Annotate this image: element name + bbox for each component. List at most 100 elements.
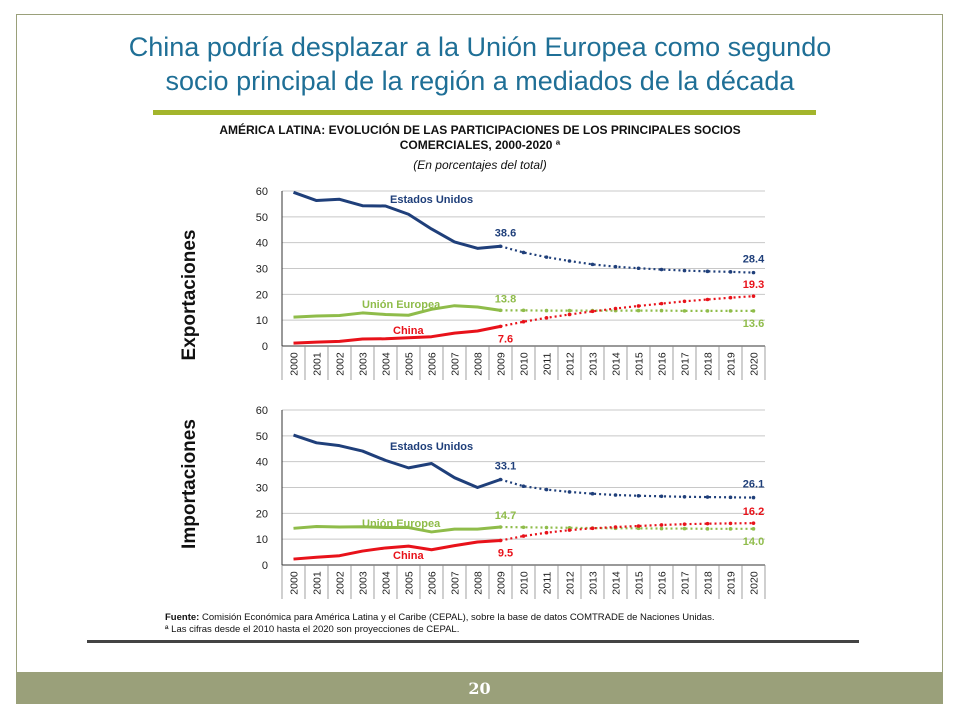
data-label-eu: 13.8 [495, 293, 516, 305]
x-tick-label: 2004 [381, 352, 393, 376]
x-tick-label: 2005 [404, 571, 416, 595]
y-tick-label: 10 [256, 534, 268, 546]
data-point-usa [728, 270, 733, 274]
x-tick-label: 2007 [450, 352, 462, 376]
data-point-usa [705, 495, 710, 499]
data-label-china: 9.5 [498, 547, 513, 559]
y-tick-label: 40 [256, 457, 268, 469]
x-tick-label: 2017 [680, 352, 692, 376]
data-point-china [682, 522, 687, 526]
data-point-china [751, 294, 756, 298]
x-tick-label: 2004 [381, 571, 393, 595]
data-point-eu [636, 308, 641, 313]
data-point-china [728, 521, 733, 526]
data-point-usa [728, 495, 733, 500]
panel-label: Importaciones [179, 419, 200, 549]
data-point-usa [544, 255, 549, 259]
x-tick-label: 2000 [289, 571, 301, 595]
data-point-eu [659, 526, 664, 531]
data-point-usa [567, 259, 572, 263]
x-tick-label: 2014 [611, 571, 623, 595]
panel-label: Exportaciones [179, 230, 200, 361]
series-line-eu [293, 525, 501, 534]
data-point-eu [751, 309, 756, 313]
data-label-china: 16.2 [743, 506, 764, 518]
x-tick-label: 2011 [542, 353, 554, 376]
x-tick-label: 2011 [542, 572, 554, 595]
data-point-china [544, 316, 549, 320]
x-tick-label: 2007 [450, 571, 462, 595]
x-tick-label: 2018 [703, 571, 715, 595]
series-line-china [293, 324, 501, 345]
footer-bar: 20 [16, 672, 943, 704]
data-point-usa [590, 491, 595, 496]
x-tick-label: 2002 [335, 352, 347, 376]
data-point-usa [590, 262, 595, 267]
data-point-usa [751, 495, 756, 500]
data-point-usa [498, 477, 503, 482]
series-line-eu [293, 304, 501, 319]
data-point-china [567, 312, 572, 317]
data-point-china [682, 299, 687, 304]
page-number: 20 [468, 679, 491, 698]
series-line-china [293, 538, 501, 561]
x-tick-label: 2001 [312, 571, 324, 595]
chart-title-line2: COMERCIALES, 2000-2020 ª [399, 138, 561, 152]
x-tick-label: 2013 [588, 352, 600, 376]
data-point-usa [636, 493, 641, 498]
data-point-eu [544, 308, 549, 313]
data-point-eu [705, 309, 710, 313]
x-tick-label: 2003 [358, 571, 370, 595]
x-tick-label: 2016 [657, 571, 669, 595]
y-tick-label: 30 [256, 264, 268, 276]
data-point-usa [751, 270, 756, 275]
y-tick-label: 20 [256, 289, 268, 301]
y-tick-label: 60 [256, 405, 268, 417]
y-tick-label: 0 [262, 341, 268, 353]
data-label-usa: 28.4 [743, 254, 765, 266]
x-tick-label: 2013 [588, 571, 600, 595]
data-point-usa [613, 493, 618, 497]
x-tick-label: 2020 [749, 571, 761, 595]
slide-title: China podría desplazar a la Unión Europe… [80, 30, 880, 98]
series-name-usa: Estados Unidos [390, 194, 473, 206]
x-tick-label: 2017 [680, 571, 692, 595]
data-point-usa [636, 266, 641, 271]
data-point-eu [521, 308, 526, 313]
data-point-china [590, 526, 595, 531]
data-point-china [567, 528, 572, 532]
data-label-eu: 13.6 [743, 318, 764, 330]
x-tick-label: 2001 [312, 352, 324, 376]
data-point-china [659, 523, 664, 527]
panel-exportaciones [281, 190, 766, 380]
x-tick-label: 2019 [726, 571, 738, 595]
x-tick-label: 2006 [427, 571, 439, 595]
series-name-usa: Estados Unidos [390, 441, 473, 453]
slide-title-line2: socio principal de la región a mediados … [165, 66, 795, 96]
data-point-eu [659, 308, 664, 313]
data-point-usa [705, 269, 710, 274]
data-label-eu: 14.7 [495, 510, 516, 522]
x-tick-label: 2010 [519, 352, 531, 376]
data-point-usa [567, 490, 572, 494]
data-point-china [521, 319, 526, 324]
chart-subtitle: (En porcentajes del total) [413, 158, 547, 172]
x-tick-label: 2018 [703, 352, 715, 376]
y-tick-label: 50 [256, 212, 268, 224]
data-point-china [498, 324, 503, 329]
data-point-eu [728, 309, 733, 313]
data-point-usa [544, 487, 549, 492]
data-label-usa: 26.1 [743, 479, 764, 491]
data-point-eu [751, 527, 756, 531]
data-point-usa [613, 264, 618, 269]
data-point-usa [521, 484, 526, 489]
data-point-china [659, 301, 664, 306]
data-point-china [705, 297, 710, 302]
data-label-china: 19.3 [743, 279, 764, 291]
data-point-usa [498, 244, 503, 249]
x-tick-label: 2008 [473, 571, 485, 595]
data-point-eu [544, 525, 549, 530]
x-tick-label: 2014 [611, 352, 623, 376]
series-projection-eu [500, 525, 754, 530]
